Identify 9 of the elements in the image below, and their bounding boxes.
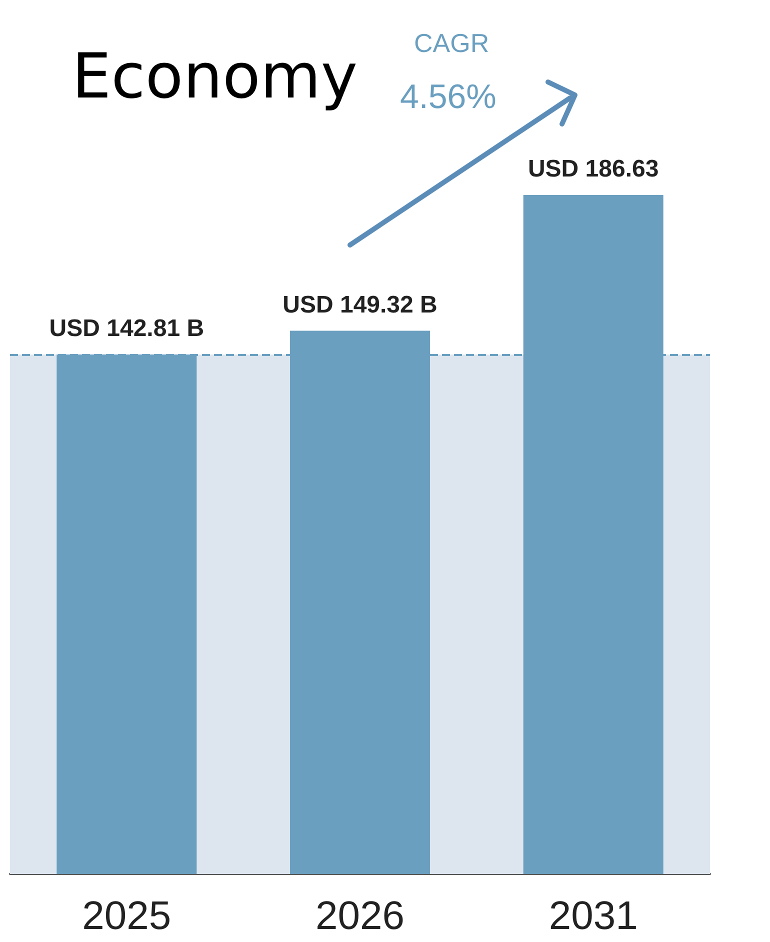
x-tick-label: 2026 (316, 894, 404, 938)
data-label: USD 186.63 (528, 156, 659, 183)
data-label: USD 142.81 B (49, 314, 204, 342)
chart-title: Economy (72, 40, 358, 112)
text: CAGR (414, 28, 490, 58)
text: 4.56% (400, 78, 496, 116)
data-label: USD 149.32 B (282, 291, 438, 318)
x-tick-label: 2031 (548, 894, 638, 938)
x-tick-label: 2025 (82, 894, 172, 938)
